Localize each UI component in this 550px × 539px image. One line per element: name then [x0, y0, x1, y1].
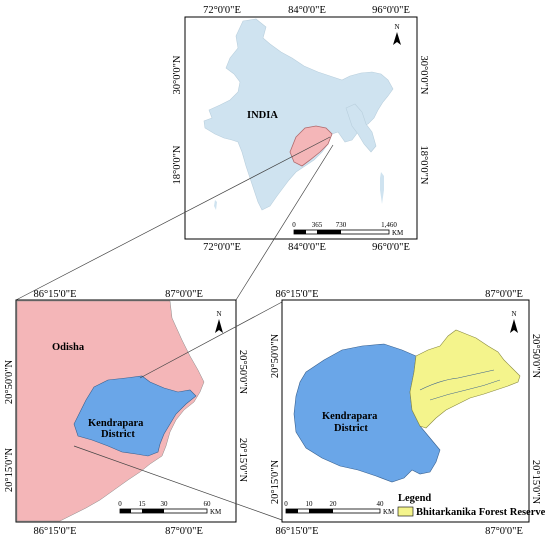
svg-text:30: 30	[161, 500, 169, 508]
svg-text:N: N	[216, 310, 221, 318]
kendrapara-district	[73, 375, 197, 457]
svg-text:40: 40	[377, 500, 385, 508]
bhitarkanika-forest-reserve	[409, 329, 521, 429]
coord-top-8615e: 86°15'0"E	[33, 289, 76, 300]
river-line	[429, 379, 501, 401]
coord-right-2015n: 20°15'0"N	[530, 460, 541, 505]
connector-line	[139, 301, 283, 379]
legend-swatch	[397, 506, 414, 517]
svg-text:KM: KM	[210, 508, 222, 516]
connector-line	[73, 445, 283, 521]
coord-bottom-96e: 96°0'0"E	[372, 242, 410, 253]
odisha-district-label-2: District	[101, 429, 135, 440]
district-scale-bar: 0 10 20 40 KM	[284, 500, 395, 516]
north-arrow-icon: N	[215, 310, 223, 333]
coord-right-18n: 18°0'0"N	[418, 146, 429, 185]
district-label-2: District	[334, 423, 368, 434]
connector-line	[235, 144, 334, 301]
district-label-1: Kendrapara	[322, 411, 378, 422]
svg-text:10: 10	[306, 500, 314, 508]
coord-left-18n: 18°0'0"N	[172, 145, 183, 184]
coord-bottom-870e: 87°0'0"E	[485, 526, 523, 537]
svg-text:365: 365	[312, 221, 323, 229]
coord-left-30n: 30°0'0"N	[172, 55, 183, 94]
coord-bottom-8615e: 86°15'0"E	[33, 526, 76, 537]
india-northeast	[345, 103, 377, 153]
india-scale-bar: 0 365 730 1,460 KM	[292, 221, 404, 237]
odisha-district-label-1: Kendrapara	[88, 418, 144, 429]
north-arrow-icon: N	[393, 23, 401, 45]
coord-top-72e: 72°0'0"E	[203, 5, 241, 16]
coord-right-2050n: 20°50'0"N	[530, 334, 541, 379]
india-map-panel: INDIA 72°0'0"E 84°0'0"E 96°0'0"E 72°0'0"…	[172, 5, 429, 253]
coord-top-870e: 87°0'0"E	[485, 289, 523, 300]
map-legend: Legend Bhitarkanika Forest Reserve	[397, 493, 546, 518]
odisha-in-india	[289, 125, 333, 167]
coord-top-870e: 87°0'0"E	[165, 289, 203, 300]
connector-line	[15, 136, 331, 301]
coord-top-84e: 84°0'0"E	[288, 5, 326, 16]
svg-text:KM: KM	[392, 229, 404, 237]
district-map-panel: Kendrapara District 86°15'0"E 87°0'0"E 8…	[270, 289, 546, 537]
legend-title: Legend	[398, 493, 431, 504]
legend-item-label: Bhitarkanika Forest Reserve	[416, 507, 546, 518]
coord-right-30n: 30°0'0"N	[418, 56, 429, 95]
svg-text:KM: KM	[383, 508, 395, 516]
coord-top-8615e: 86°15'0"E	[275, 289, 318, 300]
svg-text:0: 0	[292, 221, 296, 229]
north-arrow-icon: N	[510, 310, 518, 333]
svg-text:0: 0	[284, 500, 288, 508]
odisha-scale-bar: 0 15 30 60 KM	[118, 500, 222, 516]
svg-text:N: N	[511, 310, 516, 318]
coord-right-2015n: 20°15'0"N	[237, 438, 248, 483]
svg-text:N: N	[394, 23, 399, 31]
coord-right-2050n: 20°50'0"N	[237, 350, 248, 395]
svg-text:15: 15	[139, 500, 147, 508]
river-line	[419, 369, 495, 391]
coord-top-96e: 96°0'0"E	[372, 5, 410, 16]
lakshadweep-islands	[214, 200, 217, 210]
state-label: Odisha	[52, 342, 85, 353]
svg-text:60: 60	[204, 500, 212, 508]
coord-left-2015n: 20°15'0"N	[4, 447, 15, 492]
country-label: INDIA	[247, 110, 278, 121]
coord-left-2050n: 20°50'0"N	[4, 359, 15, 404]
coord-left-2015n: 20°15'0"N	[270, 459, 281, 504]
kendrapara-district-detail	[293, 343, 441, 483]
svg-text:20: 20	[330, 500, 338, 508]
andaman-islands	[380, 172, 384, 204]
coord-left-2050n: 20°50'0"N	[270, 333, 281, 378]
svg-text:0: 0	[118, 500, 122, 508]
coord-bottom-8615e: 86°15'0"E	[275, 526, 318, 537]
svg-text:730: 730	[336, 221, 347, 229]
india-landmass	[203, 18, 394, 211]
coord-bottom-870e: 87°0'0"E	[165, 526, 203, 537]
coord-bottom-72e: 72°0'0"E	[203, 242, 241, 253]
coord-bottom-84e: 84°0'0"E	[288, 242, 326, 253]
svg-text:1,460: 1,460	[381, 221, 397, 229]
odisha-map-panel: Kendrapara District Odisha 86°15'0"E 87°…	[4, 289, 248, 537]
